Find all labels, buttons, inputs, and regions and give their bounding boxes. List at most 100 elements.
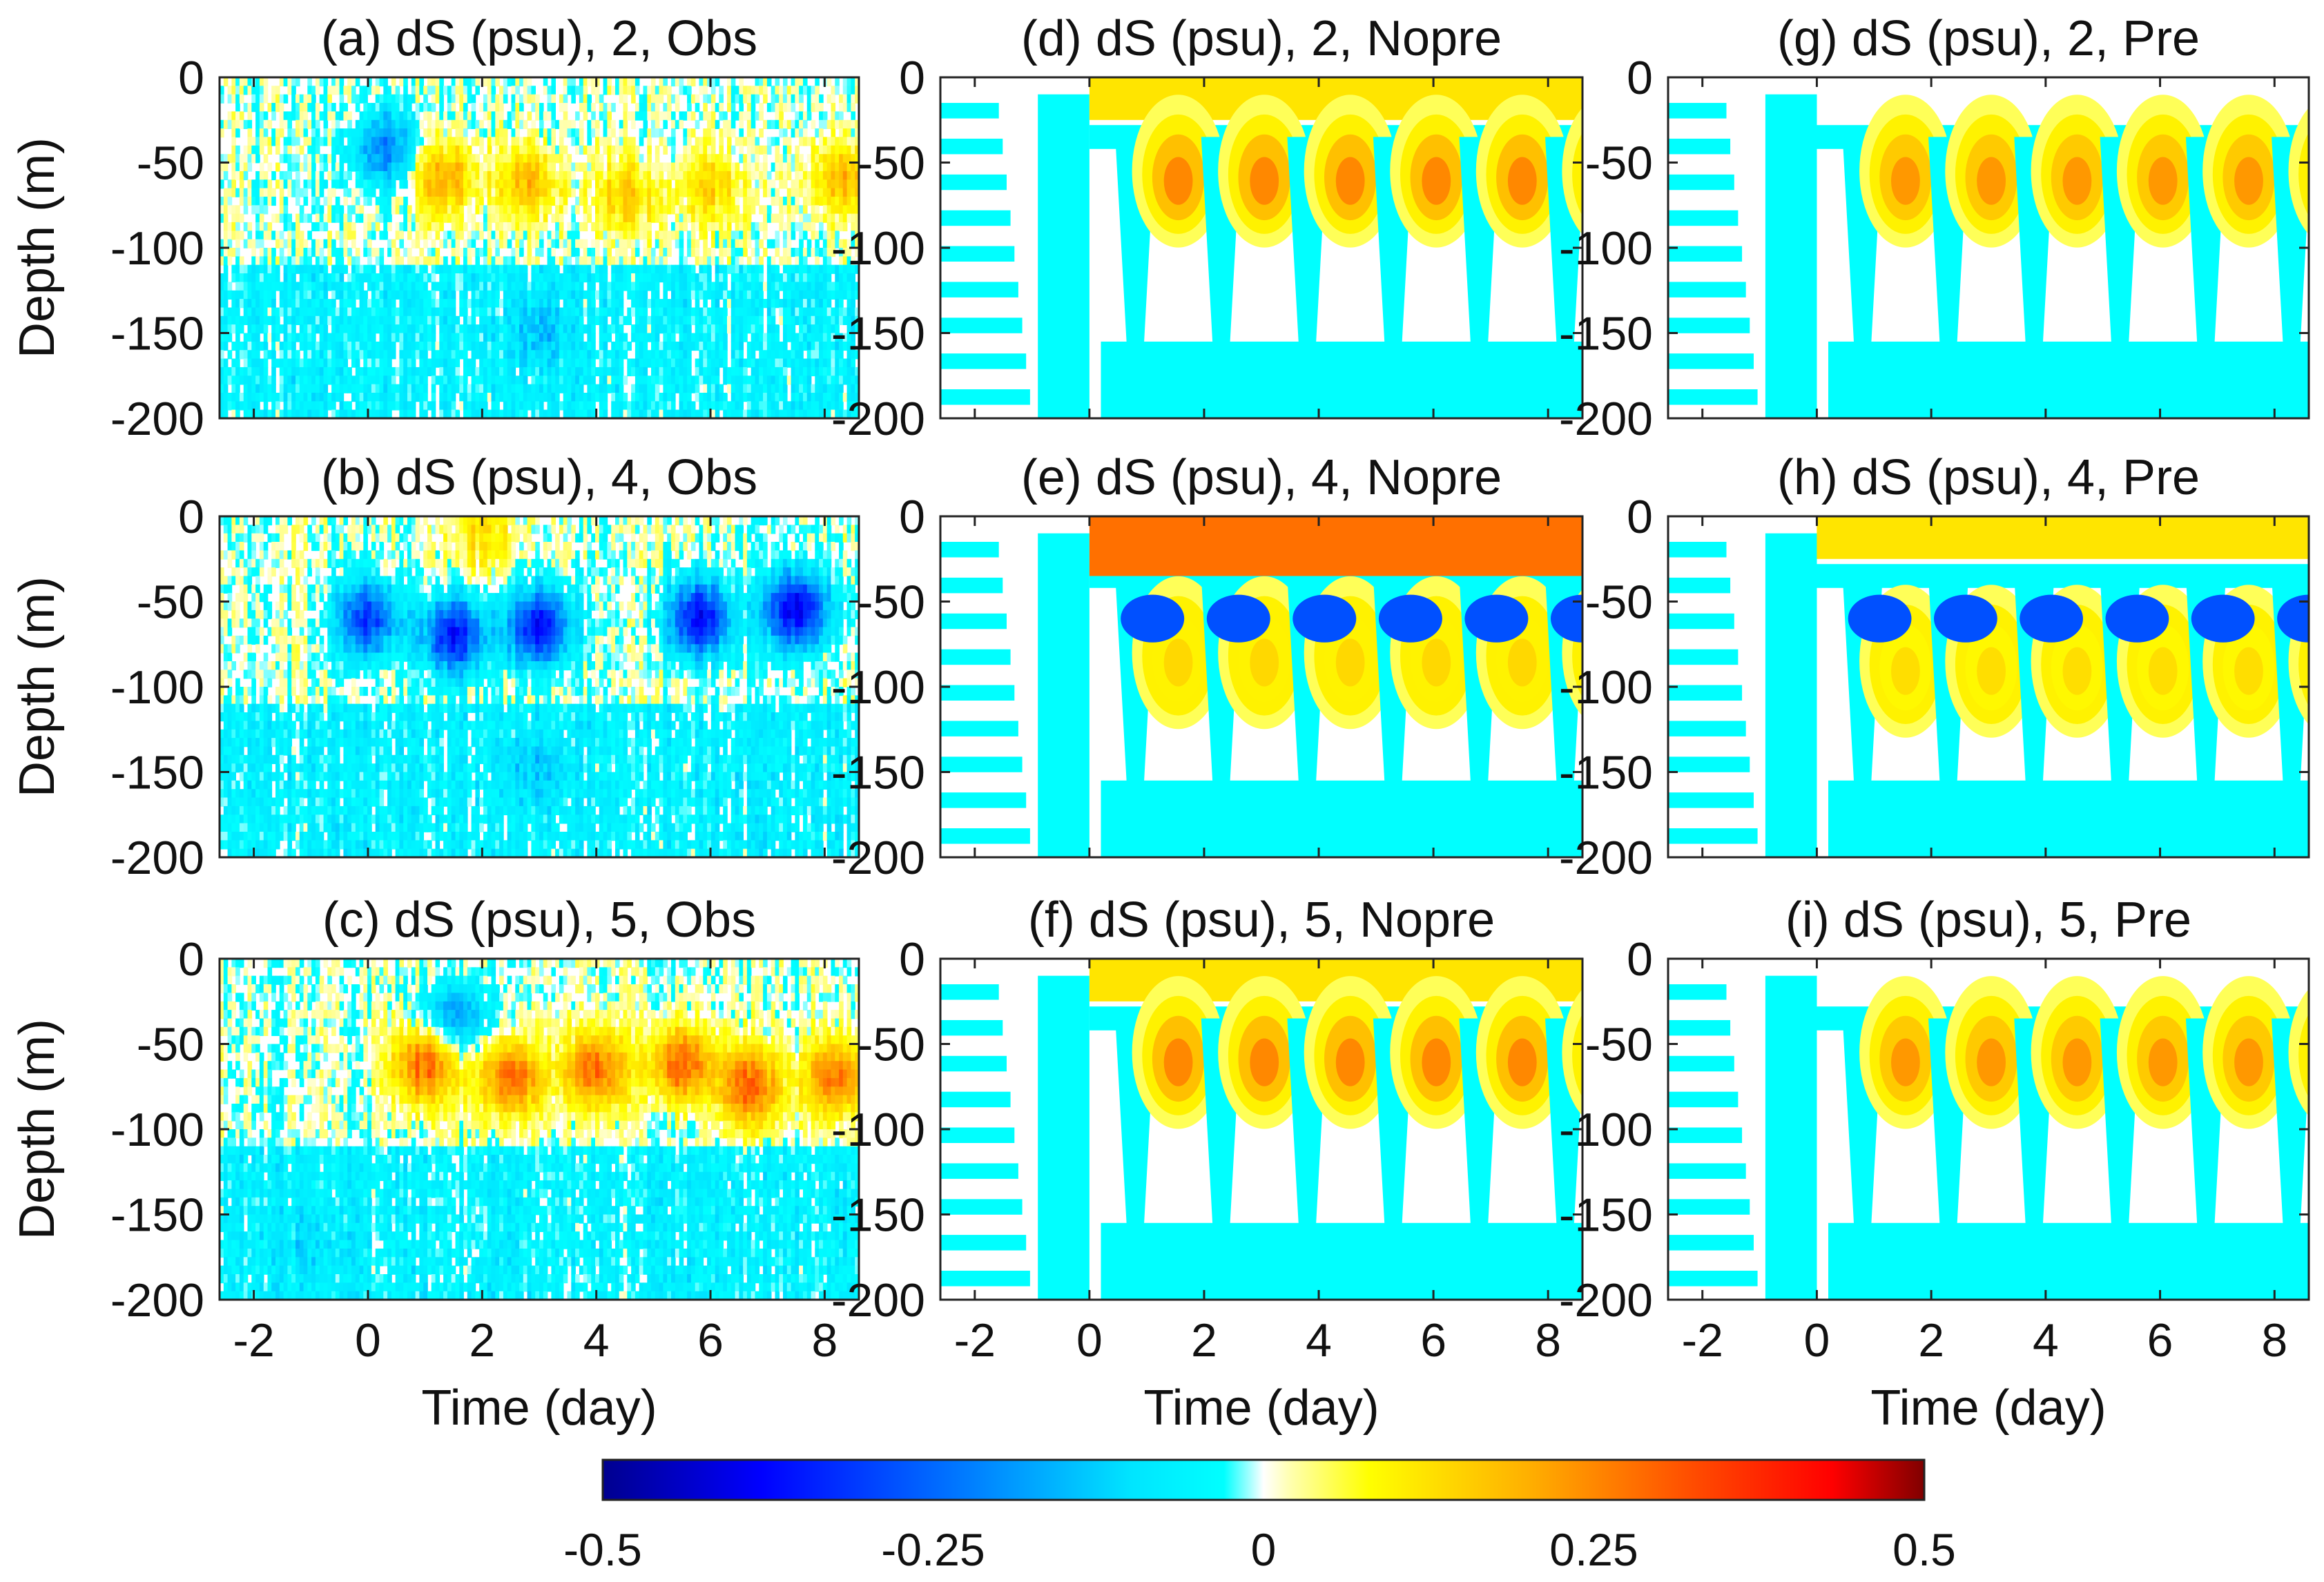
- heat-cell: [231, 248, 236, 257]
- heat-cell: [703, 409, 708, 418]
- heat-cell: [703, 358, 708, 368]
- heat-cell: [383, 367, 388, 377]
- heat-cell: [291, 239, 296, 248]
- heat-cell: [363, 119, 368, 129]
- heat-cell: [247, 103, 253, 113]
- heat-cell: [347, 350, 352, 360]
- heat-cell: [683, 393, 688, 402]
- heat-cell: [307, 154, 312, 164]
- heat-cell: [467, 384, 472, 393]
- heat-cell: [579, 350, 584, 360]
- heat-cell: [271, 196, 276, 206]
- heat-cell: [487, 409, 492, 418]
- heat-cell: [387, 324, 392, 334]
- heat-cell: [667, 299, 672, 309]
- heat-cell: [755, 324, 760, 334]
- heat-cell: [579, 145, 584, 155]
- heat-cell: [571, 358, 576, 368]
- heat-cell: [783, 128, 788, 138]
- heat-cell: [775, 103, 780, 113]
- heat-cell: [403, 103, 408, 113]
- heat-cell: [739, 358, 744, 368]
- heat-cell: [359, 307, 365, 317]
- heat-cell: [663, 86, 668, 95]
- heat-cell: [651, 341, 656, 351]
- heat-cell: [299, 282, 304, 291]
- heat-cell: [591, 375, 596, 385]
- heat-cell: [231, 86, 236, 95]
- heat-cell: [799, 282, 804, 291]
- heat-cell: [607, 333, 612, 342]
- heat-cell: [311, 103, 316, 113]
- heat-cell: [439, 367, 444, 377]
- heat-cell: [659, 77, 664, 87]
- heat-cell: [223, 162, 229, 172]
- heat-cell: [459, 179, 464, 189]
- heat-cell: [503, 358, 508, 368]
- heat-cell: [723, 409, 728, 418]
- heat-cell: [799, 333, 804, 342]
- heat-cell: [551, 162, 556, 172]
- heat-cell: [235, 213, 240, 223]
- heat-cell: [579, 188, 584, 197]
- heat-cell: [375, 128, 380, 138]
- heat-cell: [511, 145, 516, 155]
- heat-cell: [443, 231, 448, 240]
- heat-cell: [415, 341, 420, 351]
- heat-cell: [447, 273, 452, 283]
- heat-cell: [483, 315, 488, 325]
- heat-cell: [499, 154, 504, 164]
- heat-cell: [710, 393, 716, 402]
- heat-cell: [471, 333, 476, 342]
- heat-cell: [427, 367, 432, 377]
- heat-cell: [455, 231, 461, 240]
- heat-cell: [599, 324, 604, 334]
- heat-cell: [651, 324, 656, 334]
- heat-cell: [523, 213, 528, 223]
- heat-cell: [371, 188, 376, 197]
- heat-cell: [475, 264, 480, 274]
- heat-cell: [343, 367, 348, 377]
- heat-cell: [531, 299, 536, 309]
- heat-cell: [671, 154, 676, 164]
- heat-cell: [339, 231, 345, 240]
- heat-cell: [239, 393, 244, 402]
- heat-cell: [267, 315, 273, 325]
- heat-cell: [427, 248, 432, 257]
- heat-cell: [775, 196, 780, 206]
- heat-cell: [803, 409, 808, 418]
- heat-cell: [296, 264, 300, 274]
- heat-cell: [291, 103, 296, 113]
- heat-cell: [723, 213, 728, 223]
- heat-cell: [463, 103, 468, 113]
- heat-cell: [351, 358, 356, 368]
- heat-cell: [599, 256, 604, 266]
- heat-cell: [567, 273, 572, 283]
- heat-cell: [567, 341, 572, 351]
- heat-cell: [347, 401, 352, 411]
- heat-cell: [403, 367, 408, 377]
- heat-cell: [527, 282, 532, 291]
- heat-cell: [667, 162, 672, 172]
- heat-cell: [331, 273, 336, 283]
- heat-cell: [727, 128, 732, 138]
- heat-cell: [331, 188, 336, 197]
- heat-cell: [263, 248, 269, 257]
- heat-cell: [771, 409, 776, 418]
- heat-cell: [235, 341, 240, 351]
- heat-cell: [527, 222, 532, 232]
- heat-cell: [363, 324, 368, 334]
- heat-cell: [675, 282, 680, 291]
- heat-cell: [710, 384, 716, 393]
- heat-cell: [583, 239, 588, 248]
- heat-cell: [730, 179, 736, 189]
- heat-cell: [599, 196, 604, 206]
- heat-cell: [735, 375, 740, 385]
- heat-cell: [579, 315, 584, 325]
- heat-cell: [611, 264, 616, 274]
- heat-cell: [771, 264, 776, 274]
- heat-cell: [275, 307, 280, 317]
- heat-cell: [447, 324, 452, 334]
- heat-cell: [243, 358, 249, 368]
- heat-cell: [399, 196, 404, 206]
